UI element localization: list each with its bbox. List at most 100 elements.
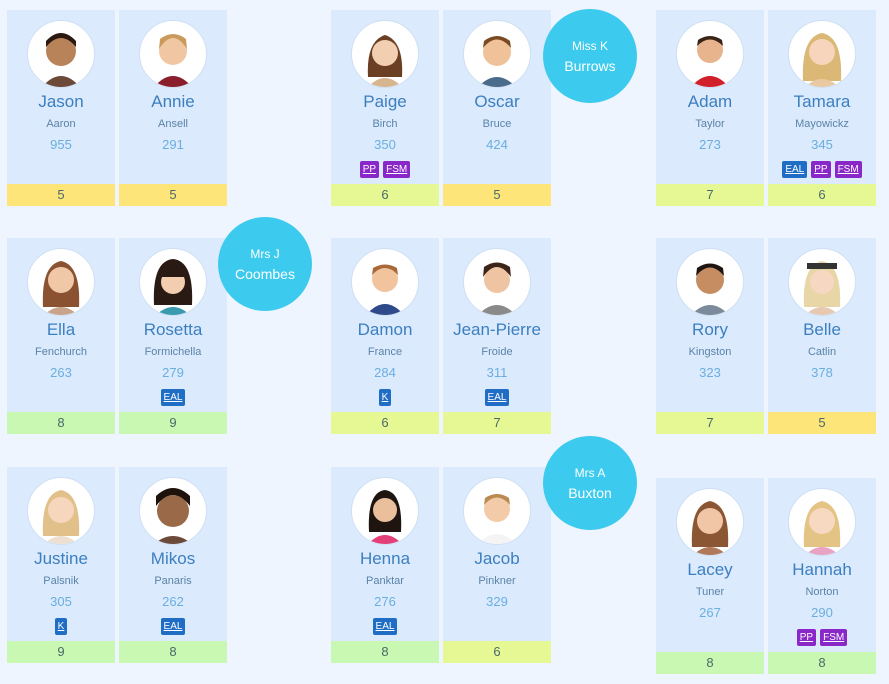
- student-score: 955: [50, 137, 72, 152]
- student-last-name: Kingston: [688, 346, 732, 358]
- pp-tag[interactable]: PP: [796, 629, 817, 646]
- student-card[interactable]: Justine Palsnik 305 K 9: [7, 467, 115, 663]
- tag-list: K: [331, 389, 439, 406]
- student-level: 8: [119, 641, 227, 663]
- student-card[interactable]: Jason Aaron 955 5: [7, 10, 115, 206]
- student-card[interactable]: Annie Ansell 291 5: [119, 10, 227, 206]
- student-level: 8: [768, 652, 876, 674]
- student-first-name: Jean-Pierre: [453, 320, 541, 339]
- student-first-name: Mikos: [150, 549, 196, 568]
- student-card[interactable]: Rosetta Formichella 279 EAL 9: [119, 238, 227, 434]
- student-photo: [351, 477, 419, 545]
- teacher-title: Miss K: [572, 39, 608, 53]
- student-card[interactable]: Oscar Bruce 424 5: [443, 10, 551, 206]
- student-photo: [139, 477, 207, 545]
- eal-tag[interactable]: EAL: [160, 618, 186, 635]
- student-first-name: Annie: [151, 92, 195, 111]
- teacher-badge[interactable]: Mrs A Buxton: [543, 436, 637, 530]
- student-score: 350: [374, 137, 396, 152]
- student-photo: [788, 20, 856, 88]
- student-photo: [676, 248, 744, 316]
- tag-list: EAL: [443, 389, 551, 406]
- student-level: 5: [768, 412, 876, 434]
- student-last-name: Aaron: [46, 118, 76, 130]
- k-tag[interactable]: K: [378, 389, 392, 406]
- eal-tag[interactable]: EAL: [782, 161, 808, 178]
- student-first-name: Belle: [803, 320, 841, 339]
- student-first-name: Paige: [363, 92, 407, 111]
- student-level: 5: [7, 184, 115, 206]
- student-card[interactable]: Tamara Mayowickz 345 EAL PP FSM 6: [768, 10, 876, 206]
- tag-list: PP FSM: [768, 629, 876, 646]
- student-card[interactable]: Hannah Norton 290 PP FSM 8: [768, 478, 876, 674]
- student-first-name: Damon: [357, 320, 413, 339]
- pp-tag[interactable]: PP: [359, 161, 380, 178]
- teacher-name: Buxton: [568, 485, 612, 501]
- student-card[interactable]: Damon France 284 K 6: [331, 238, 439, 434]
- student-first-name: Justine: [34, 549, 88, 568]
- student-card[interactable]: Henna Panktar 276 EAL 8: [331, 467, 439, 663]
- fsm-tag[interactable]: FSM: [834, 161, 862, 178]
- student-card[interactable]: Lacey Tuner 267 8: [656, 478, 764, 674]
- teacher-badge[interactable]: Mrs J Coombes: [218, 217, 312, 311]
- student-last-name: Fenchurch: [35, 346, 87, 358]
- student-card[interactable]: Mikos Panaris 262 EAL 8: [119, 467, 227, 663]
- student-level: 6: [331, 412, 439, 434]
- student-first-name: Ella: [46, 320, 76, 339]
- student-first-name: Rosetta: [143, 320, 203, 339]
- student-score: 290: [811, 605, 833, 620]
- student-card[interactable]: Jean-Pierre Froide 311 EAL 7: [443, 238, 551, 434]
- eal-tag[interactable]: EAL: [484, 389, 510, 406]
- student-card[interactable]: Paige Birch 350 PP FSM 6: [331, 10, 439, 206]
- pp-tag[interactable]: PP: [811, 161, 831, 178]
- student-photo: [27, 248, 95, 316]
- student-card[interactable]: Rory Kingston 323 7: [656, 238, 764, 434]
- tag-list: EAL: [331, 618, 439, 635]
- k-tag[interactable]: K: [54, 618, 68, 635]
- teacher-badge[interactable]: Miss K Burrows: [543, 9, 637, 103]
- student-score: 305: [50, 594, 72, 609]
- fsm-tag[interactable]: FSM: [383, 161, 411, 178]
- student-last-name: Birch: [372, 118, 398, 130]
- student-level: 8: [331, 641, 439, 663]
- student-first-name: Hannah: [792, 560, 852, 579]
- student-level: 6: [768, 184, 876, 206]
- student-photo: [463, 248, 531, 316]
- tag-list: EAL: [119, 618, 227, 635]
- student-last-name: Froide: [481, 346, 513, 358]
- student-card[interactable]: Belle Catlin 378 5: [768, 238, 876, 434]
- eal-tag[interactable]: EAL: [160, 389, 186, 406]
- student-last-name: Formichella: [144, 346, 202, 358]
- student-level: 6: [443, 641, 551, 663]
- student-score: 267: [699, 605, 721, 620]
- student-photo: [351, 20, 419, 88]
- student-score: 262: [162, 594, 184, 609]
- tag-list: EAL PP FSM: [768, 161, 876, 178]
- student-score: 284: [374, 365, 396, 380]
- student-level: 8: [656, 652, 764, 674]
- student-photo: [676, 488, 744, 556]
- student-first-name: Rory: [692, 320, 728, 339]
- eal-tag[interactable]: EAL: [372, 618, 398, 635]
- student-score: 345: [811, 137, 833, 152]
- student-card[interactable]: Adam Taylor 273 7: [656, 10, 764, 206]
- student-score: 378: [811, 365, 833, 380]
- fsm-tag[interactable]: FSM: [820, 629, 848, 646]
- student-first-name: Adam: [687, 92, 733, 111]
- tag-list: K: [7, 618, 115, 635]
- student-level: 7: [656, 412, 764, 434]
- student-photo: [27, 20, 95, 88]
- student-first-name: Jacob: [474, 549, 520, 568]
- teacher-title: Mrs J: [250, 247, 280, 261]
- student-card[interactable]: Ella Fenchurch 263 8: [7, 238, 115, 434]
- student-last-name: Bruce: [482, 118, 512, 130]
- student-level: 5: [443, 184, 551, 206]
- student-last-name: Panktar: [366, 575, 404, 587]
- student-photo: [139, 248, 207, 316]
- student-level: 5: [119, 184, 227, 206]
- student-photo: [463, 20, 531, 88]
- student-photo: [139, 20, 207, 88]
- student-score: 311: [486, 365, 508, 380]
- student-last-name: Taylor: [695, 118, 725, 130]
- student-card[interactable]: Jacob Pinkner 329 6: [443, 467, 551, 663]
